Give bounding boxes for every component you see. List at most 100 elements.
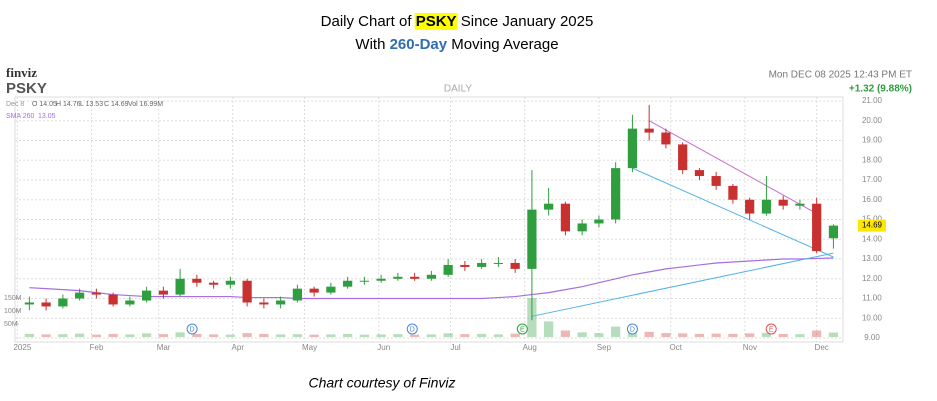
volume-bar [812, 330, 822, 337]
subtitle-part: With [355, 36, 389, 53]
x-tick-label: Jun [377, 343, 390, 352]
legend-item: Dec 8 [6, 101, 24, 108]
candle-body [142, 290, 152, 301]
candle-body [125, 300, 135, 305]
y-tick-label: 11.00 [862, 294, 882, 303]
volume-tick-label: 150M [4, 295, 22, 302]
volume-bar [661, 333, 671, 337]
title-highlight [414, 12, 458, 30]
legend-item: O 14.05 [32, 101, 57, 108]
sma-label: SMA 260 [6, 113, 35, 120]
candle-body [493, 262, 504, 264]
candle-body [661, 132, 671, 145]
footer: Chart courtesy of Finviz [308, 375, 455, 391]
volume-bar [493, 334, 504, 337]
volume-bar [460, 334, 470, 337]
volume-bar [91, 334, 101, 337]
y-tick-label: 17.00 [862, 175, 883, 184]
volume-bar [192, 333, 202, 337]
y-tick-label: 14.00 [862, 234, 883, 243]
volume-bar [410, 334, 420, 337]
period: DAILY [444, 84, 472, 95]
candle-body [91, 292, 101, 295]
event-marker: E [516, 323, 528, 335]
title-part: Daily Chart of [321, 13, 416, 30]
x-tick-label: Feb [90, 343, 104, 352]
candle-body [242, 280, 252, 303]
volume-bar [359, 334, 369, 337]
candle-body [376, 278, 386, 281]
candle-body [58, 298, 68, 307]
volume-bar [58, 334, 68, 337]
event-circle [406, 323, 418, 335]
candle-body [745, 199, 755, 214]
candle-body [276, 300, 286, 305]
candle-body [678, 144, 688, 171]
x-tick-label: Jul [450, 343, 460, 352]
volume-bar [292, 334, 302, 337]
volume-bar [376, 334, 386, 337]
event-marker: E [765, 323, 777, 335]
y-tick-label: 12.00 [862, 274, 883, 283]
legend-item: H 14.76 [56, 101, 81, 108]
volume-bar [560, 330, 571, 337]
event-marker: D [626, 323, 638, 335]
trendline [531, 252, 834, 317]
y-tick-label: 16.00 [862, 195, 883, 204]
candle-body [828, 225, 839, 239]
volume-bar [594, 333, 604, 337]
candle-body [627, 128, 638, 169]
chart-subtitle: With 260-Day Moving Average [355, 36, 558, 53]
timestamp: Mon DEC 08 2025 12:43 PM ET [769, 70, 912, 81]
volume-bar [75, 333, 85, 337]
x-tick-label: 2025 [13, 343, 31, 352]
event-circle [626, 323, 638, 335]
candle-body [728, 185, 738, 200]
y-tick-label: 19.00 [862, 136, 883, 145]
volume-bar [761, 332, 772, 337]
candle-body [175, 278, 185, 295]
x-tick-label: Apr [232, 343, 245, 352]
subtitle-part: Moving Average [447, 36, 558, 53]
title-part: Since January 2025 [457, 13, 594, 30]
x-tick-label: Oct [669, 343, 682, 352]
candle-body [158, 290, 168, 295]
volume-bar [745, 333, 755, 337]
candle-body [309, 288, 319, 293]
volume-bar [242, 333, 252, 337]
x-tick-label: Dec [815, 343, 829, 352]
volume-tick-label: 50M [4, 321, 18, 328]
candle-body [326, 286, 336, 293]
x-tick-label: Nov [743, 343, 757, 352]
volume-bar [209, 334, 219, 337]
event-label: D [410, 326, 415, 333]
volume-bar [225, 334, 235, 337]
candle-body [644, 128, 654, 133]
event-label: E [520, 326, 525, 333]
event-label: E [769, 326, 774, 333]
legend-item: C 14.69 [104, 101, 129, 108]
candle-body [410, 276, 420, 279]
event-marker: D [186, 323, 198, 335]
candle-body [343, 280, 353, 287]
x-tick-label: May [302, 343, 317, 352]
volume-bar [544, 321, 554, 337]
volume-bar [309, 334, 319, 337]
candle-body [594, 219, 604, 224]
subtitle-highlight: 260-Day [390, 36, 448, 53]
event-marker: D [406, 323, 418, 335]
trendline [648, 120, 817, 215]
y-tick-label: 13.00 [862, 254, 883, 263]
volume-bar [510, 333, 520, 337]
candle-body [611, 168, 621, 220]
y-tick-label: 21.00 [862, 96, 883, 105]
volume-bar [393, 334, 403, 337]
candle-body [510, 262, 520, 269]
volume-bar [426, 334, 436, 337]
volume-bar [125, 334, 135, 337]
sma-value: 13.05 [38, 113, 56, 120]
candle-body [778, 199, 788, 206]
legend-item: L 13.53 [80, 101, 103, 108]
event-circle [516, 323, 528, 335]
title-ticker: PSKY [416, 13, 457, 30]
